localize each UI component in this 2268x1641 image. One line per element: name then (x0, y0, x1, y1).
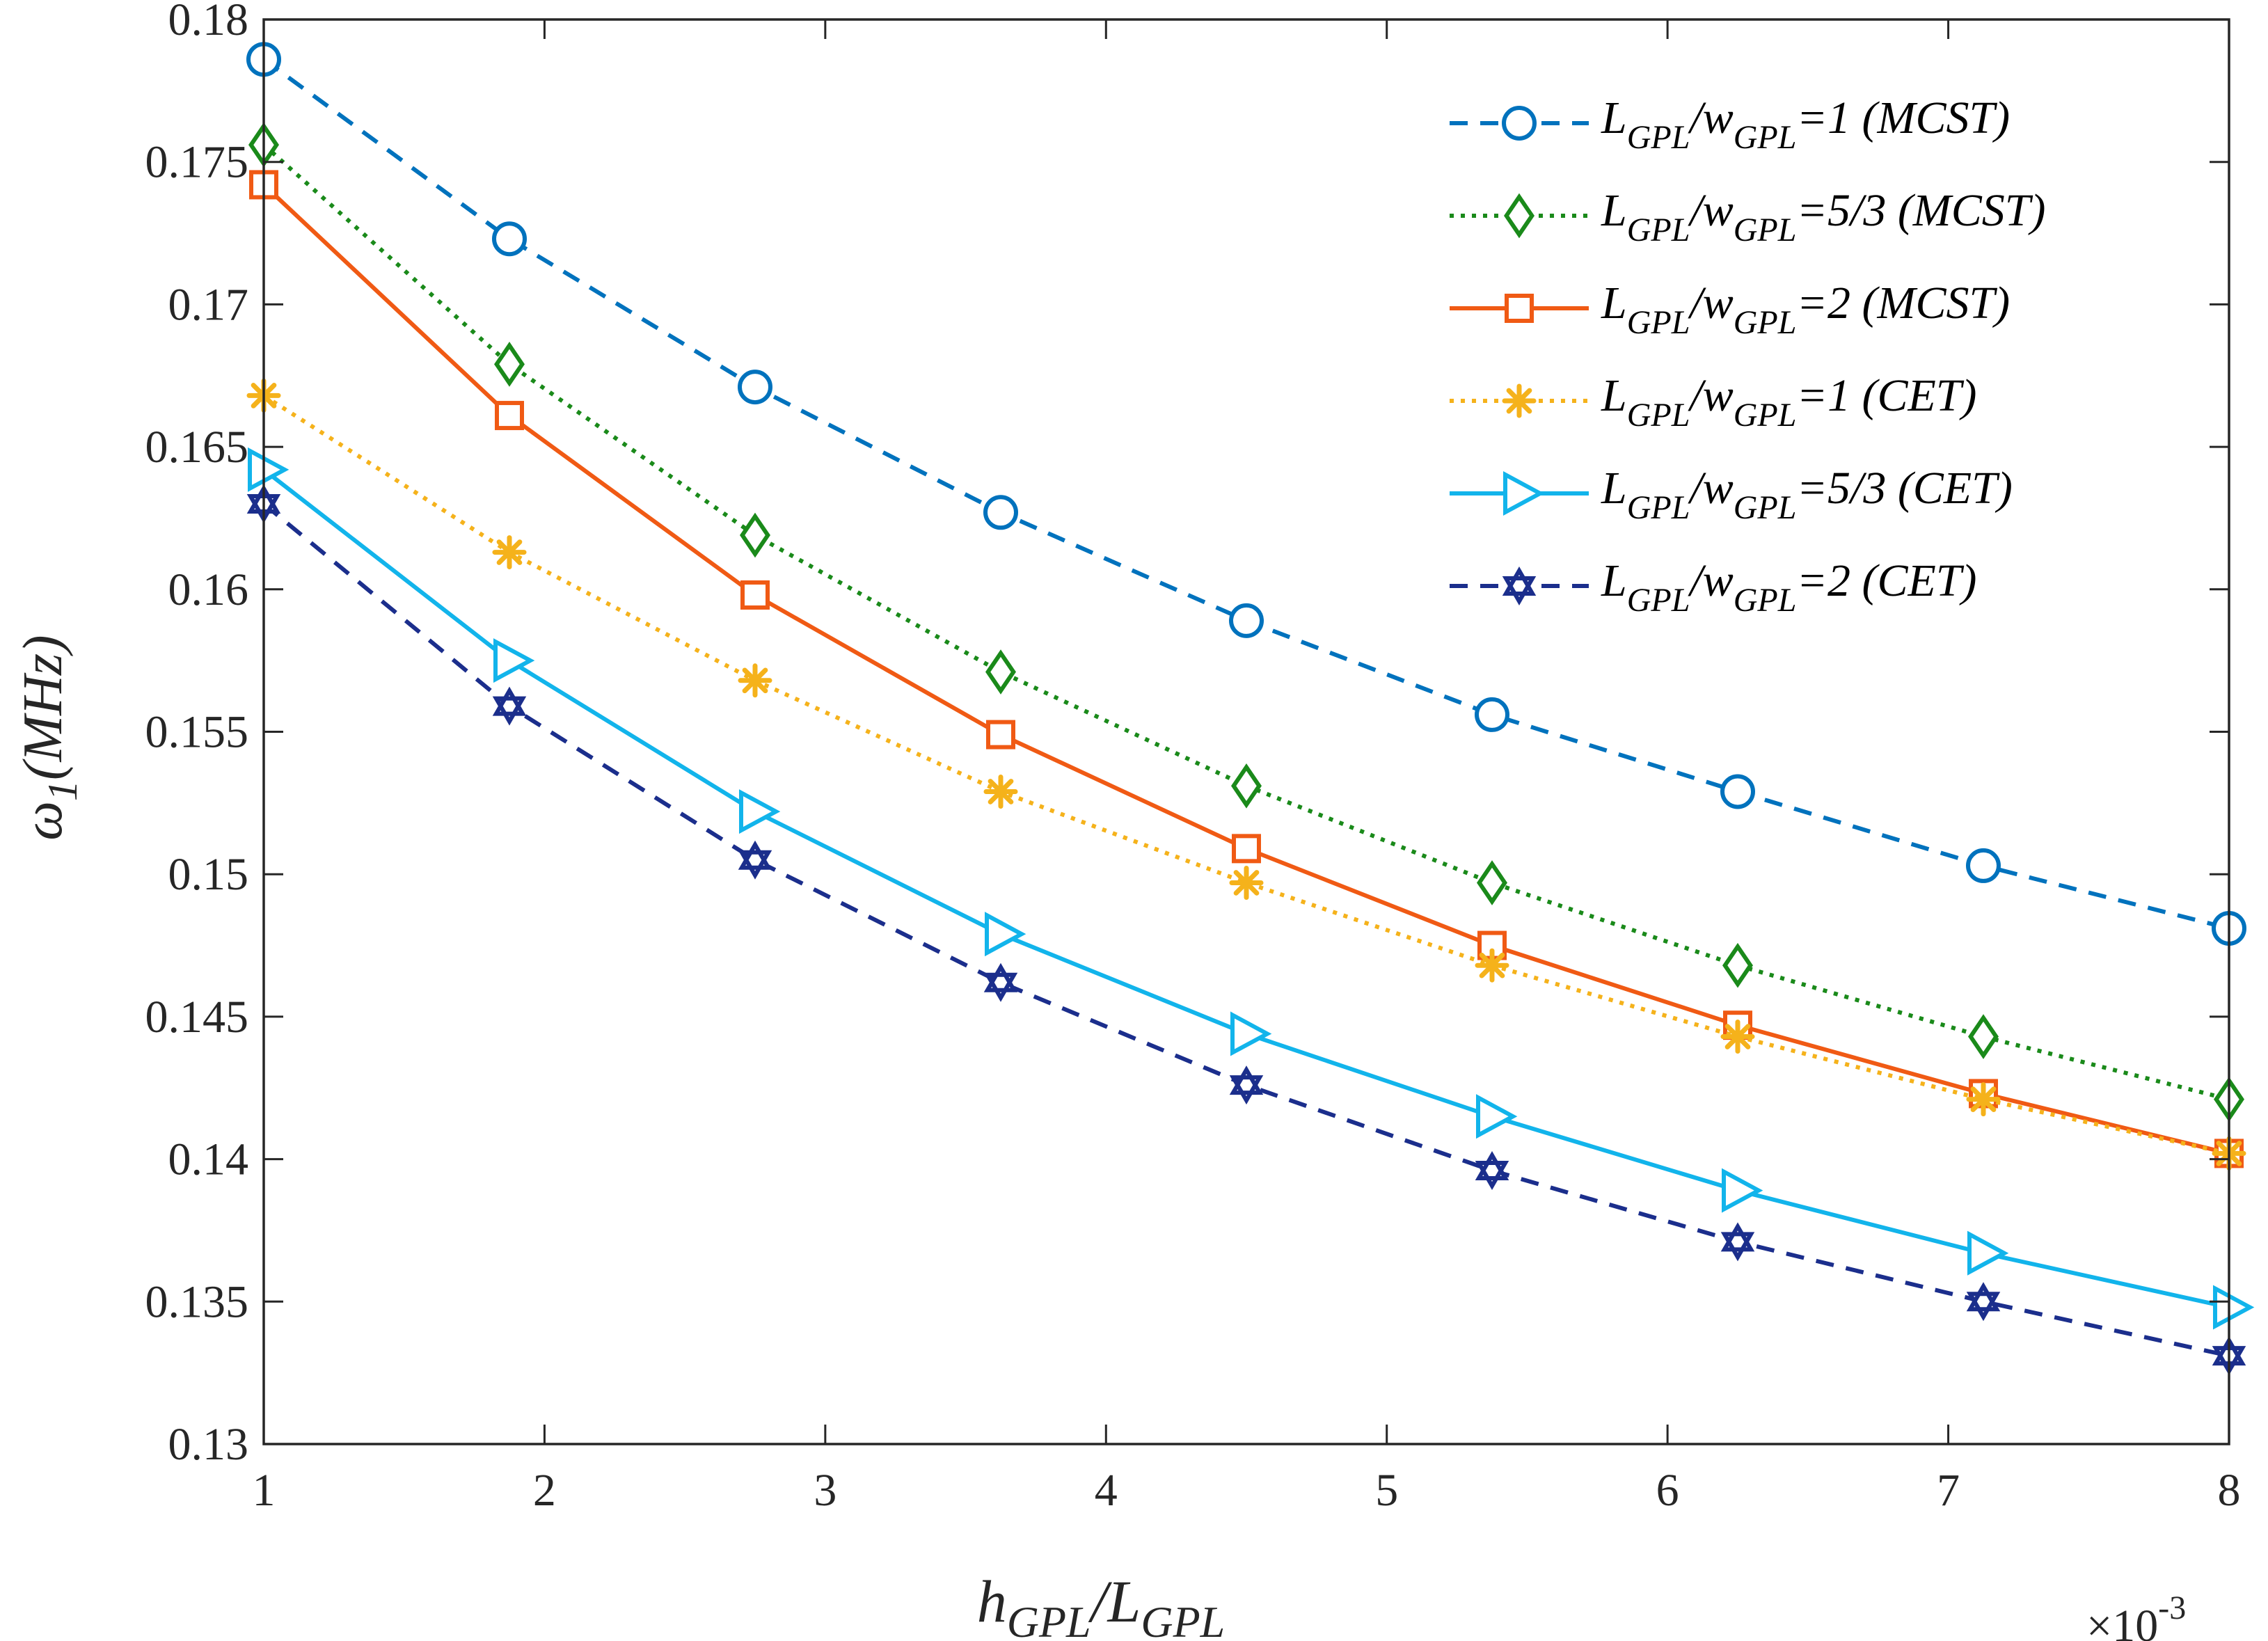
data-point (1966, 1282, 2001, 1322)
data-point (1229, 1065, 1264, 1105)
series-6 (246, 484, 2246, 1376)
legend-label: LGPL/wGPL=2 (CET) (1601, 555, 1977, 619)
data-point (1231, 763, 1262, 809)
x-tick-label: 6 (1656, 1465, 1679, 1516)
data-point (739, 789, 781, 834)
data-point (740, 512, 770, 558)
legend-label: LGPL/wGPL=1 (CET) (1601, 370, 1977, 434)
y-axis-title: ω1(MHz) (13, 635, 86, 840)
legend-entry: LGPL/wGPL=1 (MCST) (1450, 93, 2010, 156)
data-point (1722, 942, 1753, 988)
y-tick-label: 0.17 (168, 279, 249, 330)
y-tick-label: 0.145 (145, 992, 249, 1043)
x-tick-label: 1 (253, 1465, 276, 1516)
data-point (1722, 1168, 1763, 1213)
y-tick-label: 0.13 (168, 1419, 249, 1470)
data-point (986, 720, 1015, 750)
data-point (985, 912, 1026, 957)
legend-entry: LGPL/wGPL=5/3 (MCST) (1450, 185, 2046, 248)
tick-labels: 1 2 3 4 5 6 7 8 0.13 0.135 0.14 0.145 0.15 0.155 0.16 0… (145, 0, 2241, 1516)
y-tick-label: 0.165 (145, 422, 249, 473)
y-tick-label: 0.175 (145, 137, 249, 188)
x-axis-multiplier: ×10-3 (2086, 1590, 2186, 1641)
data-point (738, 370, 772, 405)
y-tick-label: 0.18 (168, 0, 249, 45)
data-point (983, 962, 1018, 1002)
data-point (1229, 865, 1264, 900)
x-tick-label: 3 (814, 1465, 836, 1516)
legend-entry: LGPL/wGPL=2 (MCST) (1450, 278, 2010, 341)
x-tick-label: 2 (533, 1465, 556, 1516)
data-point (985, 649, 1016, 695)
data-point (493, 638, 535, 683)
plot-area (246, 42, 2255, 1376)
data-point (740, 580, 770, 610)
legend-entry: LGPL/wGPL=1 (CET) (1450, 370, 1977, 434)
data-point (1477, 860, 1507, 905)
data-point (2213, 1285, 2255, 1330)
legend-label: LGPL/wGPL=5/3 (CET) (1601, 463, 2013, 526)
data-point (983, 495, 1018, 530)
series-1 (246, 42, 2246, 946)
data-point (248, 447, 290, 492)
x-axis-title: hGPL/LGPL (977, 1568, 1226, 1641)
legend-entry: LGPL/wGPL=5/3 (CET) (1450, 463, 2013, 526)
legend-marker (1502, 106, 1537, 141)
legend-label: LGPL/wGPL=1 (MCST) (1601, 93, 2010, 156)
data-point (495, 401, 524, 431)
legend: LGPL/wGPL=1 (MCST) LGPL/wGPL=5/3 (MCST) LG… (1450, 93, 2046, 619)
data-point (1720, 1020, 1755, 1054)
data-point (1475, 697, 1509, 732)
data-point (983, 774, 1018, 809)
data-point (1229, 603, 1264, 638)
data-point (1230, 1011, 1272, 1056)
x-tick-label: 8 (2218, 1465, 2241, 1516)
data-point (492, 686, 527, 726)
data-point (738, 840, 772, 880)
data-point (1476, 1094, 1518, 1139)
series-5 (248, 447, 2255, 1330)
series-line (262, 393, 2230, 1156)
data-point (1966, 848, 2001, 883)
axes (262, 18, 2230, 1445)
x-tick-label: 7 (1937, 1465, 1960, 1516)
data-point (1967, 1230, 2009, 1276)
legend-marker (1503, 470, 1545, 516)
legend-marker (1502, 383, 1537, 418)
data-point (1966, 1082, 2001, 1117)
y-tick-label: 0.16 (168, 564, 249, 615)
y-tick-label: 0.15 (168, 849, 249, 900)
data-point (1475, 948, 1509, 983)
x-tick-label: 5 (1375, 1465, 1398, 1516)
data-point (1720, 774, 1755, 809)
data-point (492, 221, 527, 257)
data-point (494, 342, 525, 387)
legend-label: LGPL/wGPL=2 (MCST) (1601, 278, 2010, 341)
legend-marker (1505, 294, 1534, 323)
x-tick-label: 4 (1095, 1465, 1118, 1516)
legend-marker (1502, 566, 1537, 606)
data-point (1968, 1014, 1999, 1059)
y-tick-label: 0.155 (145, 707, 249, 758)
data-point (738, 663, 772, 698)
data-point (1232, 834, 1261, 864)
data-point (1475, 1150, 1509, 1190)
data-point (492, 535, 527, 570)
legend-entry: LGPL/wGPL=2 (CET) (1450, 555, 1977, 619)
data-point (1720, 1222, 1755, 1262)
y-tick-label: 0.135 (145, 1276, 249, 1327)
y-tick-label: 0.14 (168, 1134, 249, 1185)
legend-label: LGPL/wGPL=5/3 (MCST) (1601, 185, 2046, 248)
legend-marker (1504, 193, 1535, 239)
